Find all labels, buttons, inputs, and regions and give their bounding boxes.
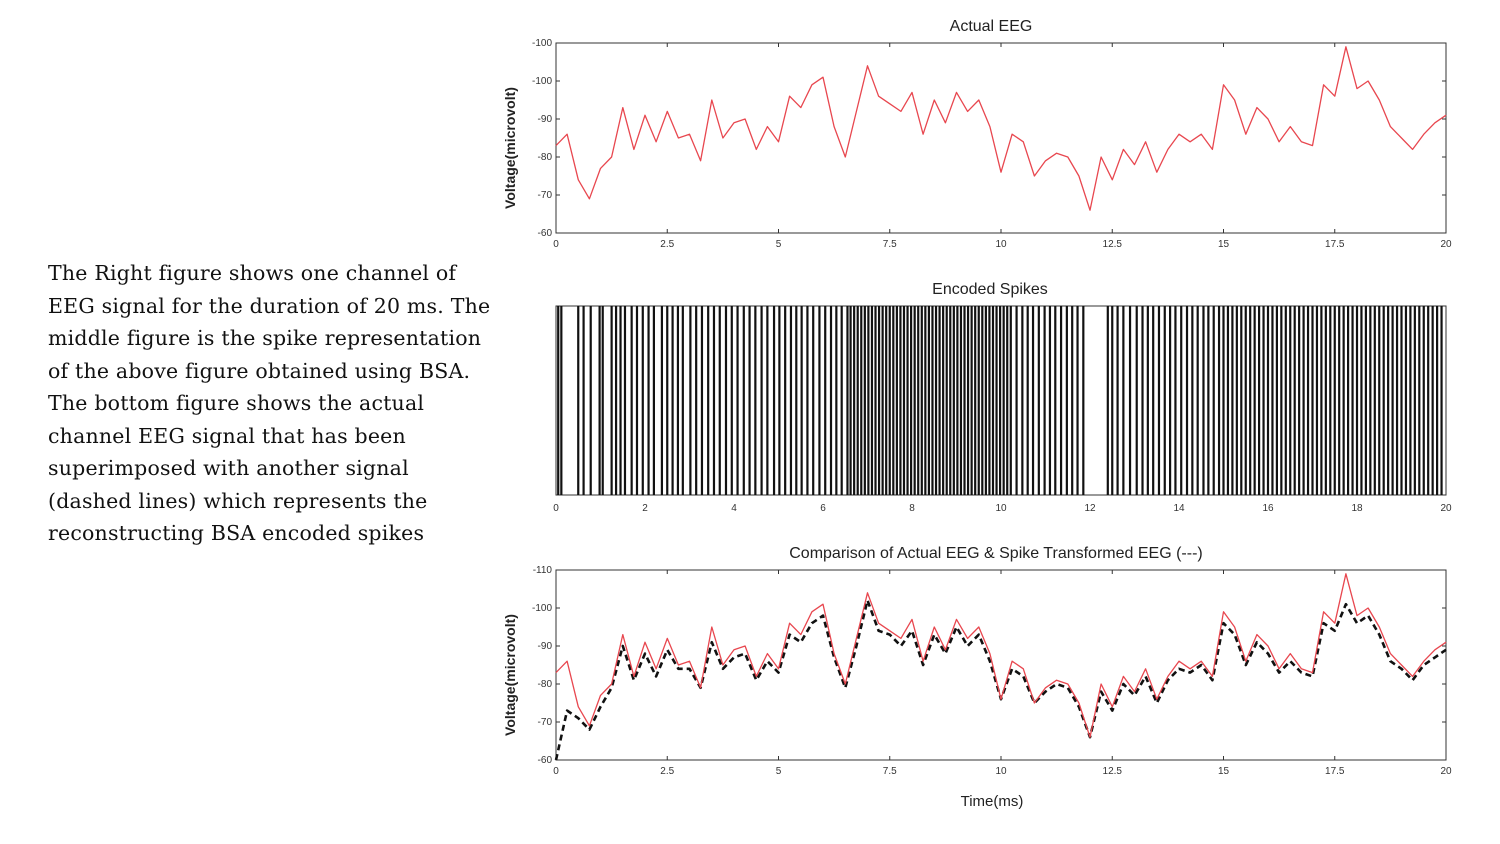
actual-eeg-x-tick-label: 7.5 bbox=[883, 239, 897, 250]
actual-eeg-y-tick-label: -60 bbox=[538, 228, 553, 239]
actual-eeg-title: Actual EEG bbox=[950, 18, 1033, 35]
encoded-spikes-x-tick-label: 20 bbox=[1440, 503, 1452, 514]
actual-eeg-eeg-line bbox=[555, 46, 1447, 211]
comparison-x-tick-label: 15 bbox=[1218, 766, 1230, 777]
comparison-eeg-line bbox=[555, 573, 1447, 738]
comparison-y-axis-label: Voltage(microvolt) bbox=[502, 614, 518, 736]
actual-eeg-x-tick-label: 2.5 bbox=[660, 239, 674, 250]
actual-eeg-y-tick-label: -70 bbox=[538, 190, 553, 201]
comparison-y-tick-label: -100 bbox=[532, 603, 552, 614]
actual-eeg-chart: Actual EEG Voltage(microvolt) 0 2.5 5 7.5 10… bbox=[502, 18, 1452, 250]
encoded-spikes-x-tick-label: 0 bbox=[553, 503, 559, 514]
encoded-spikes-x-tick-label: 10 bbox=[995, 503, 1007, 514]
actual-eeg-x-tick-label: 17.5 bbox=[1325, 239, 1345, 250]
encoded-spikes-title: Encoded Spikes bbox=[932, 281, 1048, 298]
comparison-title: Comparison of Actual EEG & Spike Transfo… bbox=[789, 545, 1202, 562]
encoded-spikes-x-tick-label: 16 bbox=[1262, 503, 1274, 514]
actual-eeg-x-tick-label: 0 bbox=[553, 239, 559, 250]
comparison-reconstructed-eeg-dashed-line bbox=[554, 599, 1447, 761]
encoded-spikes-x-tick-label: 8 bbox=[909, 503, 915, 514]
encoded-spikes-chart: Encoded Spikes 0 2 4 6 8 10 12 14 16 18 20 bbox=[553, 281, 1452, 514]
actual-eeg-x-tick-label: 20 bbox=[1440, 239, 1452, 250]
encoded-spikes-x-tick-label: 2 bbox=[642, 503, 648, 514]
actual-eeg-y-tick-label: -100 bbox=[532, 38, 552, 49]
comparison-x-axis-label: Time(ms) bbox=[961, 793, 1024, 810]
encoded-spikes-x-tick-label: 6 bbox=[820, 503, 826, 514]
actual-eeg-y-tick-label: -80 bbox=[538, 152, 553, 163]
comparison-x-tick-label: 5 bbox=[776, 766, 782, 777]
comparison-chart: Comparison of Actual EEG & Spike Transfo… bbox=[502, 545, 1452, 810]
comparison-x-tick-label: 10 bbox=[995, 766, 1007, 777]
figure-description: The Right figure shows one channel of EE… bbox=[48, 261, 491, 545]
encoded-spikes-x-tick-label: 4 bbox=[731, 503, 737, 514]
comparison-x-tick-label: 12.5 bbox=[1103, 766, 1123, 777]
actual-eeg-y-tick-label: -100 bbox=[532, 76, 552, 87]
comparison-x-tick-label: 20 bbox=[1440, 766, 1452, 777]
actual-eeg-x-tick-label: 15 bbox=[1218, 239, 1230, 250]
comparison-y-tick-label: -70 bbox=[538, 717, 553, 728]
actual-eeg-x-tick-label: 12.5 bbox=[1103, 239, 1123, 250]
comparison-y-tick-label: -80 bbox=[538, 679, 553, 690]
encoded-spikes-x-tick-label: 12 bbox=[1084, 503, 1096, 514]
comparison-y-tick-label: -90 bbox=[538, 641, 553, 652]
actual-eeg-x-tick-label: 5 bbox=[776, 239, 782, 250]
comparison-x-tick-label: 17.5 bbox=[1325, 766, 1345, 777]
comparison-x-tick-label: 0 bbox=[553, 766, 559, 777]
comparison-y-tick-label: -110 bbox=[533, 565, 553, 576]
actual-eeg-plot-frame bbox=[555, 42, 1447, 234]
encoded-spikes-x-tick-label: 14 bbox=[1173, 503, 1185, 514]
comparison-plot-frame bbox=[555, 569, 1447, 761]
comparison-x-tick-label: 7.5 bbox=[883, 766, 897, 777]
comparison-y-tick-label: -60 bbox=[538, 755, 553, 766]
comparison-x-tick-label: 2.5 bbox=[660, 766, 674, 777]
actual-eeg-y-axis-label: Voltage(microvolt) bbox=[502, 87, 518, 209]
actual-eeg-x-tick-label: 10 bbox=[995, 239, 1007, 250]
encoded-spikes-x-tick-label: 18 bbox=[1351, 503, 1363, 514]
actual-eeg-y-tick-label: -90 bbox=[538, 114, 553, 125]
